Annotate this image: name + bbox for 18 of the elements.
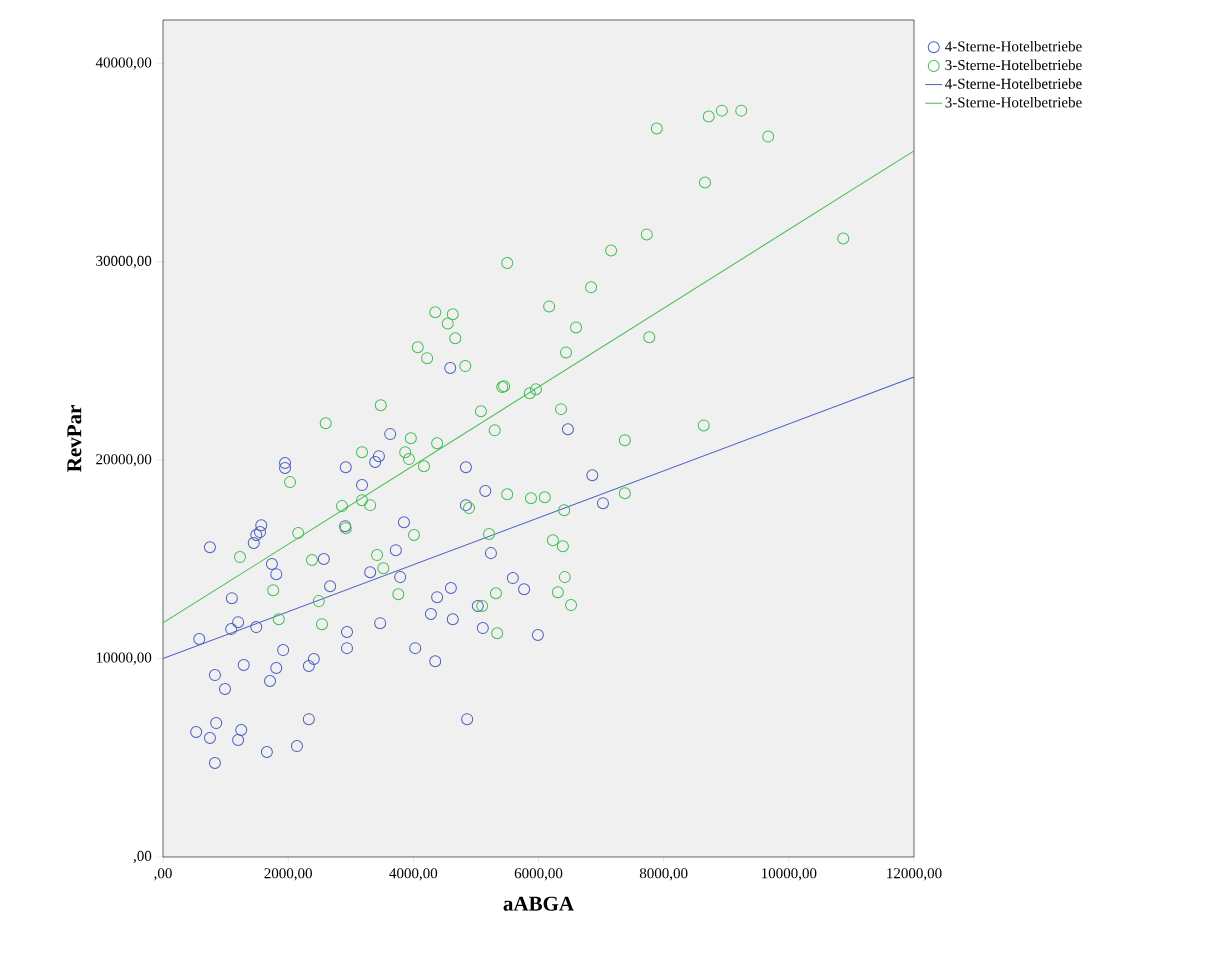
- y-tick-label: 40000,00: [95, 57, 152, 70]
- y-axis-title: RevPar: [67, 405, 82, 472]
- y-tick-label: 30000,00: [96, 255, 152, 269]
- x-tick-label: 10000,00: [762, 868, 817, 881]
- x-tick-label: ,00: [154, 868, 172, 881]
- x-tick-label: 6000,00: [514, 868, 563, 881]
- legend-label: 4-Sterne-Hotelbetriebe: [945, 78, 1082, 89]
- legend-label: 3-Sterne-Hotelbetriebe: [945, 59, 1082, 71]
- y-tick-label: ,00: [133, 850, 152, 864]
- legend-label: 3-Sterne-Hotelbetriebe: [945, 96, 1082, 108]
- y-tick-label: 20000,00: [96, 454, 152, 467]
- x-tick-label: 12000,00: [887, 868, 942, 881]
- y-tick-label: 10000,00: [96, 652, 152, 665]
- x-tick-label: 4000,00: [389, 868, 438, 881]
- legend-label: 4-Sterne-Hotelbetriebe: [945, 40, 1082, 52]
- x-tick-label: 2000,00: [264, 868, 312, 881]
- x-axis-title: aABGA: [503, 896, 574, 911]
- x-tick-label: 8000,00: [639, 868, 688, 881]
